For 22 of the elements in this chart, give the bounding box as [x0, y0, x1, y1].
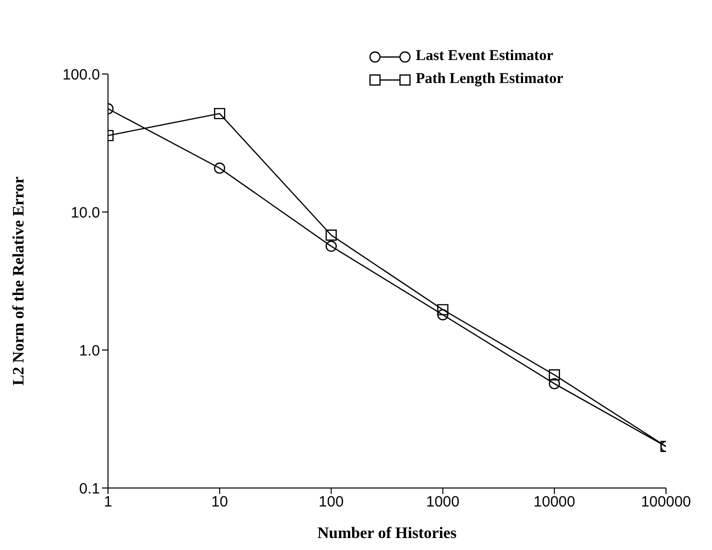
- point: [548, 378, 560, 390]
- y-tick-label: 100.0: [62, 66, 100, 84]
- x-tick-label: 10000: [534, 494, 576, 511]
- legend-label: Last Event Estimator: [416, 48, 554, 64]
- y-tick-label: 1.0: [79, 342, 100, 360]
- point: [437, 309, 448, 320]
- x-tick-label: 1000: [426, 494, 460, 511]
- y-axis-title: L2 Norm of the Relative Error: [10, 176, 28, 386]
- x-tick-label: 100: [318, 494, 344, 511]
- point: [214, 162, 226, 174]
- x-tick-label: 1: [104, 494, 112, 511]
- x-axis-title: Number of Histories: [317, 525, 457, 542]
- point: [326, 230, 337, 241]
- point: [326, 240, 337, 252]
- y-tick-label: 10.0: [70, 204, 100, 222]
- legend-label: Path Length Estimator: [416, 71, 564, 87]
- y-tick-label: 0.1: [79, 480, 100, 498]
- point: [437, 304, 448, 316]
- x-tick-label: 100000: [640, 494, 692, 511]
- point: [548, 369, 560, 381]
- point: [214, 108, 226, 120]
- x-tick-label: 10: [211, 494, 228, 511]
